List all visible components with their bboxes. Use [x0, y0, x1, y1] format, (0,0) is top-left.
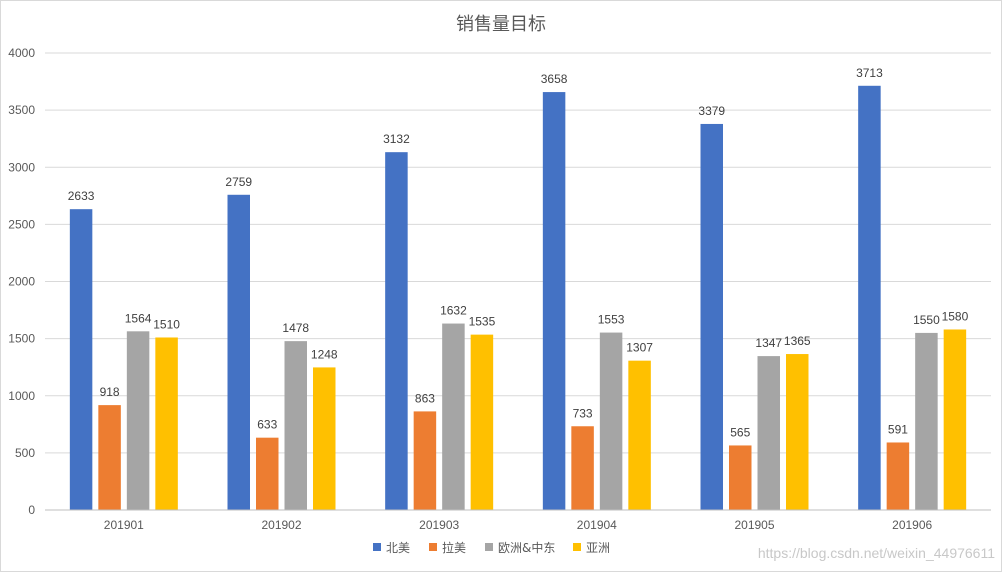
bar — [700, 123, 723, 510]
legend-swatch — [429, 543, 437, 551]
y-tick-label: 2500 — [8, 217, 35, 231]
bar — [628, 360, 651, 510]
data-label: 3132 — [383, 132, 410, 146]
y-tick-label: 3000 — [8, 160, 35, 174]
x-tick-label: 201901 — [104, 518, 144, 532]
x-tick-label: 201902 — [261, 518, 301, 532]
bar — [98, 405, 121, 510]
bar — [858, 85, 881, 511]
data-label: 918 — [100, 385, 120, 399]
y-tick-label: 0 — [28, 503, 35, 517]
bar — [256, 437, 279, 510]
data-label: 1564 — [125, 311, 152, 325]
bar — [571, 426, 594, 510]
bar — [385, 152, 408, 510]
bar — [943, 329, 967, 510]
bar — [313, 367, 336, 510]
bar — [413, 411, 437, 510]
bar — [69, 209, 93, 510]
legend-label: 亚洲 — [586, 541, 610, 555]
data-label: 733 — [573, 406, 593, 420]
bar — [786, 354, 809, 510]
bar — [155, 337, 178, 510]
legend-swatch — [373, 543, 381, 551]
data-label: 3379 — [698, 104, 725, 118]
y-tick-label: 1500 — [8, 332, 35, 346]
bar — [284, 341, 307, 510]
data-label: 2759 — [225, 175, 252, 189]
data-label: 1478 — [282, 321, 309, 335]
y-tick-label: 1000 — [8, 389, 35, 403]
legend-label: 欧洲&中东 — [498, 540, 555, 555]
bar — [886, 442, 910, 510]
data-label: 2633 — [68, 189, 95, 203]
chart-title: 销售量目标 — [456, 14, 546, 35]
data-label: 633 — [257, 418, 277, 432]
data-label: 863 — [415, 391, 435, 405]
y-tick-label: 2000 — [8, 275, 35, 289]
grid-lines — [45, 52, 991, 511]
y-tick-label: 3500 — [8, 103, 35, 117]
x-tick-label: 201905 — [734, 518, 774, 532]
data-label: 1248 — [311, 347, 338, 361]
legend-label: 拉美 — [442, 540, 466, 555]
data-label: 1365 — [784, 334, 811, 348]
legend-swatch — [485, 543, 493, 551]
data-label: 565 — [730, 425, 750, 439]
data-label: 1307 — [626, 341, 653, 355]
data-label: 1535 — [469, 315, 496, 329]
bar — [470, 334, 494, 510]
bar — [599, 332, 623, 510]
watermark-text: https://blog.csdn.net/weixin_44976611 — [758, 545, 995, 561]
data-label: 1632 — [440, 304, 467, 318]
x-tick-label: 201904 — [577, 518, 617, 532]
data-label: 1510 — [153, 317, 180, 331]
data-label: 1347 — [755, 336, 782, 350]
data-label: 1580 — [942, 309, 969, 323]
legend: 北美 拉美 欧洲&中东 亚洲 — [373, 540, 610, 555]
bar — [915, 332, 938, 510]
legend-swatch — [573, 543, 581, 551]
x-tick-label: 201903 — [419, 518, 459, 532]
bar — [757, 356, 780, 510]
data-label: 1553 — [598, 313, 625, 327]
bar — [126, 331, 150, 510]
bar — [442, 323, 465, 510]
y-tick-label: 500 — [15, 446, 35, 460]
x-tick-label: 201906 — [892, 518, 932, 532]
bar — [227, 194, 250, 511]
y-axis: 0 500 1000 1500 2000 2500 3000 3500 4000 — [8, 46, 35, 517]
legend-label: 北美 — [386, 541, 410, 555]
y-tick-label: 4000 — [8, 46, 35, 60]
bar — [542, 92, 566, 511]
data-label: 591 — [888, 422, 908, 436]
data-label: 1550 — [913, 313, 940, 327]
data-label: 3713 — [856, 66, 883, 80]
x-axis: 201901 201902 201903 201904 201905 201906 — [45, 509, 991, 532]
bar — [729, 445, 752, 510]
data-label: 3658 — [541, 72, 568, 86]
